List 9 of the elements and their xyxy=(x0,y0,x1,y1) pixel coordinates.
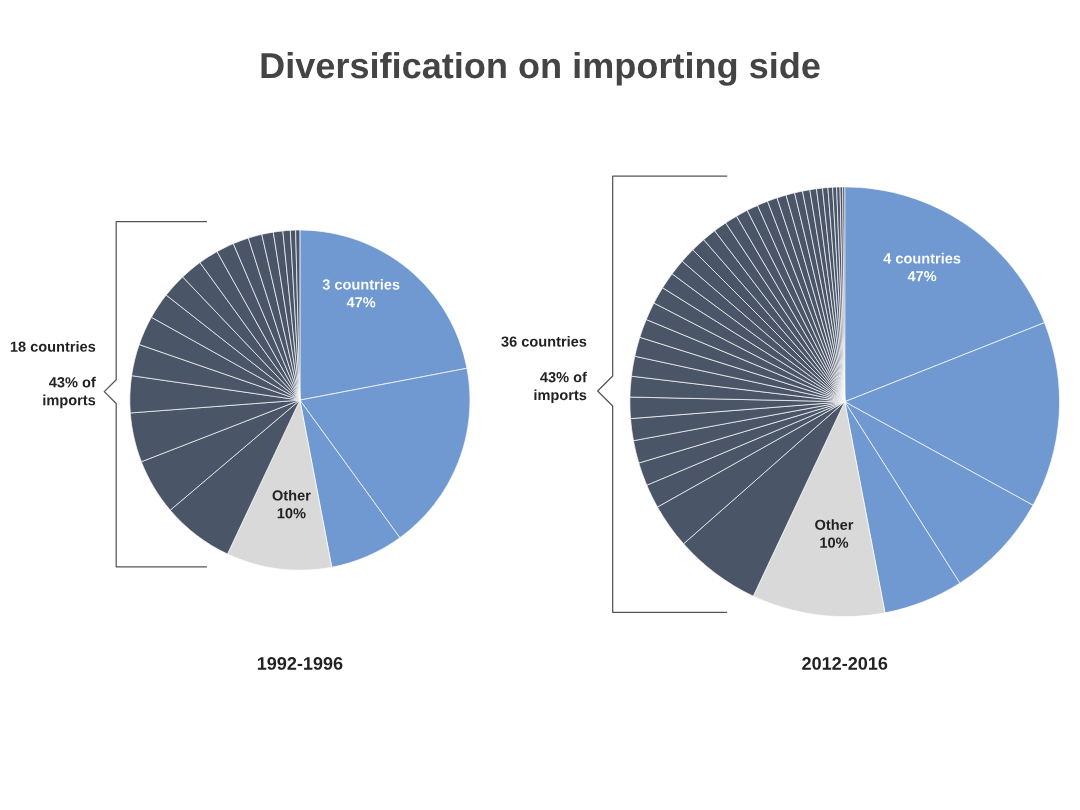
text: 18 countries 43% of imports xyxy=(10,341,96,409)
text: 3 countries 47% xyxy=(322,278,400,308)
text: 2012-2016 xyxy=(802,657,888,670)
text: 4 countries 47% xyxy=(883,252,961,282)
text: 36 countries 43% of imports xyxy=(501,336,587,404)
chart-title: Diversification on importing side xyxy=(261,51,820,86)
text: Other 10% xyxy=(272,489,311,519)
text: 1992-1996 xyxy=(257,657,343,670)
text: Other 10% xyxy=(815,519,854,548)
